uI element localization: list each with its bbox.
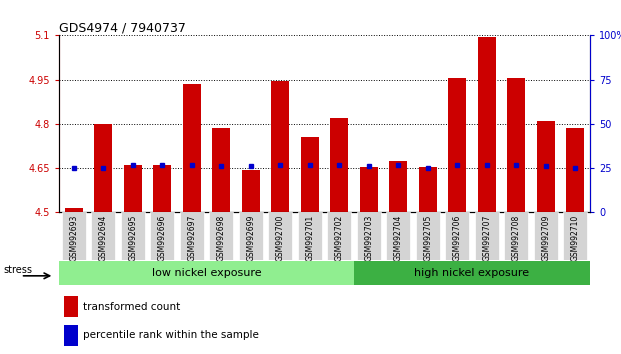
FancyBboxPatch shape: [62, 212, 86, 260]
Text: low nickel exposure: low nickel exposure: [152, 268, 261, 278]
FancyBboxPatch shape: [445, 212, 469, 260]
Text: GSM992693: GSM992693: [70, 215, 78, 261]
Bar: [301, 137, 319, 212]
FancyBboxPatch shape: [327, 212, 351, 260]
Text: stress: stress: [3, 265, 32, 275]
Bar: [65, 325, 78, 346]
Bar: [389, 161, 407, 212]
Text: GSM992697: GSM992697: [188, 215, 196, 261]
FancyBboxPatch shape: [386, 212, 410, 260]
Bar: [94, 124, 112, 212]
Bar: [242, 170, 260, 212]
FancyBboxPatch shape: [150, 212, 174, 260]
Bar: [65, 208, 83, 212]
Text: GSM992698: GSM992698: [217, 215, 225, 261]
Text: GSM992696: GSM992696: [158, 215, 166, 261]
FancyBboxPatch shape: [268, 212, 292, 260]
Bar: [212, 128, 230, 212]
Text: GSM992700: GSM992700: [276, 215, 284, 261]
Text: GSM992694: GSM992694: [99, 215, 107, 261]
Text: GSM992707: GSM992707: [483, 215, 491, 261]
Bar: [419, 167, 437, 212]
Text: GSM992708: GSM992708: [512, 215, 520, 261]
FancyBboxPatch shape: [239, 212, 263, 260]
FancyBboxPatch shape: [209, 212, 233, 260]
Bar: [183, 84, 201, 212]
Bar: [271, 81, 289, 212]
Text: GDS4974 / 7940737: GDS4974 / 7940737: [59, 21, 186, 34]
FancyBboxPatch shape: [475, 212, 499, 260]
Bar: [537, 121, 555, 212]
FancyBboxPatch shape: [91, 212, 115, 260]
Bar: [153, 165, 171, 212]
FancyBboxPatch shape: [534, 212, 558, 260]
Text: GSM992705: GSM992705: [424, 215, 432, 261]
Bar: [566, 128, 584, 212]
Text: GSM992706: GSM992706: [453, 215, 461, 261]
Text: GSM992710: GSM992710: [571, 215, 579, 261]
FancyBboxPatch shape: [298, 212, 322, 260]
Text: transformed count: transformed count: [83, 302, 180, 312]
Text: GSM992699: GSM992699: [247, 215, 255, 261]
Bar: [360, 167, 378, 212]
Text: GSM992702: GSM992702: [335, 215, 343, 261]
Bar: [478, 37, 496, 212]
Text: percentile rank within the sample: percentile rank within the sample: [83, 330, 259, 341]
FancyBboxPatch shape: [416, 212, 440, 260]
Bar: [330, 118, 348, 212]
FancyBboxPatch shape: [563, 212, 587, 260]
FancyBboxPatch shape: [180, 212, 204, 260]
Text: GSM992704: GSM992704: [394, 215, 402, 261]
Text: high nickel exposure: high nickel exposure: [414, 268, 530, 278]
Bar: [448, 78, 466, 212]
Text: GSM992701: GSM992701: [306, 215, 314, 261]
FancyBboxPatch shape: [121, 212, 145, 260]
Bar: [65, 296, 78, 317]
Bar: [124, 165, 142, 212]
FancyBboxPatch shape: [354, 261, 590, 285]
Bar: [507, 78, 525, 212]
Text: GSM992703: GSM992703: [365, 215, 373, 261]
Text: GSM992695: GSM992695: [129, 215, 137, 261]
FancyBboxPatch shape: [357, 212, 381, 260]
Text: GSM992709: GSM992709: [542, 215, 550, 261]
FancyBboxPatch shape: [59, 261, 354, 285]
FancyBboxPatch shape: [504, 212, 528, 260]
